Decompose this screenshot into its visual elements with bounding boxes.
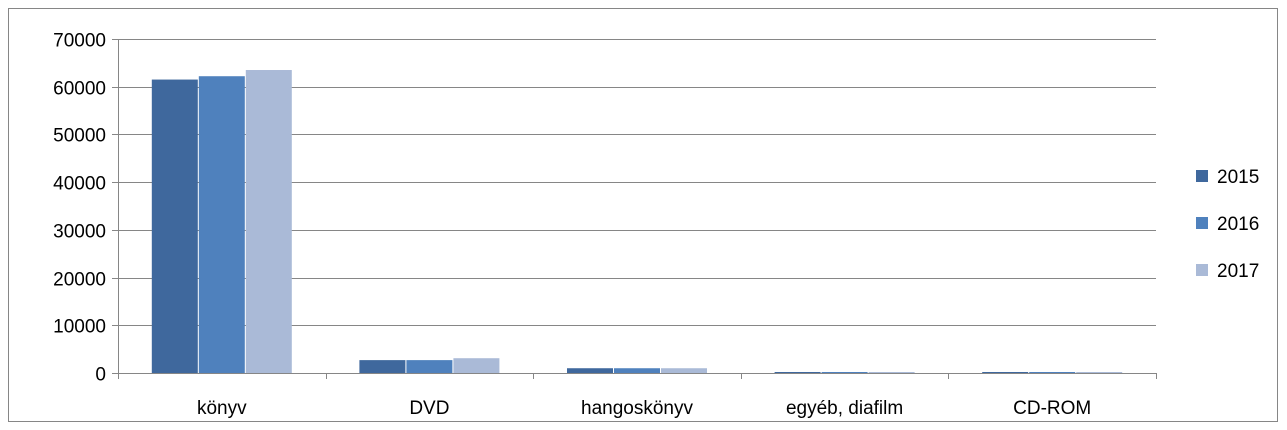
x-tick-label: DVD (409, 398, 449, 419)
x-tick-label: könyv (197, 398, 247, 419)
bar-2015 (151, 79, 198, 374)
legend-label: 2016 (1217, 214, 1259, 235)
y-tick-label: 30000 (53, 222, 106, 243)
bar-2017 (868, 372, 915, 373)
bar-2017 (453, 358, 500, 373)
legend-swatch (1196, 170, 1208, 182)
bar-2015 (359, 360, 406, 373)
bar-2015 (982, 372, 1029, 373)
bars (151, 70, 1123, 374)
y-tick-label: 20000 (53, 270, 106, 291)
legend-swatch (1196, 217, 1208, 229)
y-tick-label: 50000 (53, 126, 106, 147)
bar-2015 (774, 372, 821, 373)
legend-label: 2015 (1217, 167, 1259, 188)
y-tick-label: 10000 (53, 317, 106, 338)
bar-2016 (198, 76, 245, 374)
bar-2016 (406, 360, 453, 373)
legend-swatch (1196, 264, 1208, 276)
bar-2017 (245, 70, 292, 373)
x-tick-label: hangoskönyv (581, 398, 693, 419)
bar-2016 (614, 368, 660, 373)
axes (112, 39, 1157, 379)
y-tick-label: 40000 (53, 174, 106, 195)
bar-2017 (661, 368, 707, 373)
x-tick-label: egyéb, diafilm (786, 398, 903, 419)
y-tick-label: 70000 (53, 31, 106, 52)
x-axis-labels: könyv DVD hangoskönyv egyéb, diafilm CD-ROM (197, 398, 1091, 419)
legend: 2015 2016 2017 (1196, 167, 1259, 282)
y-tick-label: 60000 (53, 79, 106, 100)
bar-2016 (1029, 372, 1076, 373)
legend-label: 2017 (1217, 261, 1259, 282)
bar-2015 (567, 368, 613, 373)
bar-2017 (1076, 372, 1123, 373)
x-tick-label: CD-ROM (1013, 398, 1091, 419)
bar-2016 (821, 372, 868, 373)
y-axis-labels: 0 10000 20000 30000 40000 50000 60000 70000 (53, 31, 106, 386)
y-tick-label: 0 (95, 365, 106, 386)
